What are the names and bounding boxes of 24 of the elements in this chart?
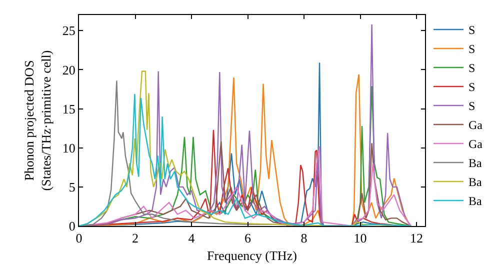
- y-tick-label: 20: [62, 62, 76, 78]
- legend-label: S: [468, 80, 476, 94]
- x-tick-label: 2: [132, 230, 139, 246]
- x-axis-title: Frequency (THz): [207, 248, 297, 264]
- legend-label: Ga: [468, 137, 484, 152]
- y-axis-title: Phonon projected DOS (States/THz·primitive cell): [21, 50, 54, 191]
- legend-label: S: [468, 42, 476, 56]
- y-tick-label: 25: [62, 23, 76, 38]
- y-tick-label: 5: [68, 179, 76, 194]
- x-tick-label: 8: [300, 230, 308, 246]
- y-tick-label: 0: [68, 218, 76, 234]
- x-tick-label: 6: [244, 230, 252, 246]
- legend-label: Ba: [468, 194, 482, 208]
- x-tick-label: 10: [354, 230, 367, 246]
- legend-label: Ba: [468, 156, 482, 170]
- legend-label: S: [468, 99, 476, 114]
- y-tick-label: 10: [62, 140, 76, 156]
- y-tick-label: 15: [62, 101, 76, 116]
- x-tick-label: 12: [410, 230, 424, 246]
- legend-label: Ga: [468, 118, 484, 132]
- x-tick-label: 4: [188, 230, 196, 246]
- legend-label: Ba: [468, 175, 482, 190]
- legend-label: S: [468, 61, 476, 76]
- legend-label: S: [468, 23, 476, 38]
